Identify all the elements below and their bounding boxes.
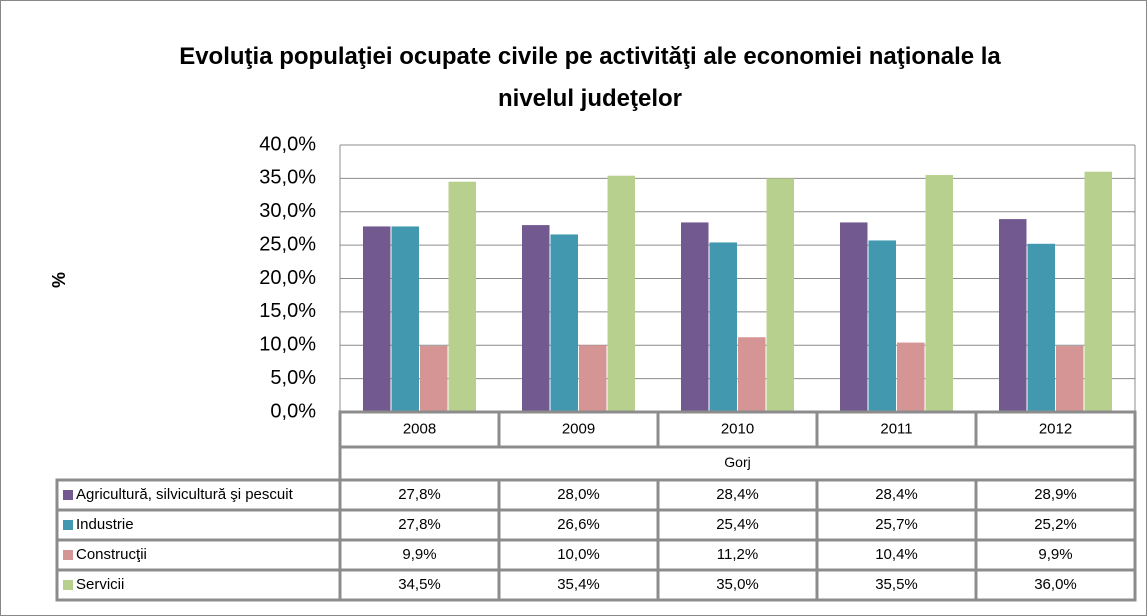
bar bbox=[579, 345, 607, 412]
value-label: 10,0% bbox=[557, 546, 600, 563]
legend-label: Agricultură, silvicultură şi pescuit bbox=[76, 486, 294, 503]
bar bbox=[766, 178, 794, 412]
value-label: 11,2% bbox=[717, 546, 758, 563]
value-label: 25,4% bbox=[716, 516, 759, 533]
value-label: 35,5% bbox=[875, 576, 918, 593]
value-label: 25,2% bbox=[1034, 516, 1077, 533]
bar bbox=[1027, 243, 1055, 412]
bar bbox=[607, 175, 635, 412]
bar bbox=[1084, 171, 1112, 412]
bar bbox=[925, 175, 953, 412]
bar bbox=[738, 337, 766, 412]
value-label: 35,4% bbox=[557, 576, 600, 593]
value-label: 9,9% bbox=[402, 546, 436, 563]
y-tick-label: 35,0% bbox=[259, 167, 316, 189]
x-tick-label: 2011 bbox=[880, 420, 912, 437]
legend-label: Industrie bbox=[76, 516, 134, 533]
y-tick-label: 20,0% bbox=[259, 267, 316, 289]
legend-swatch bbox=[63, 580, 73, 590]
legend-swatch bbox=[63, 520, 73, 530]
value-label: 28,0% bbox=[557, 486, 600, 503]
value-label: 10,4% bbox=[875, 546, 918, 563]
bar bbox=[999, 219, 1027, 412]
y-tick-label: 40,0% bbox=[259, 133, 316, 155]
bar bbox=[897, 342, 925, 412]
value-label: 27,8% bbox=[398, 486, 441, 503]
value-label: 28,4% bbox=[875, 486, 918, 503]
value-label: 28,9% bbox=[1034, 486, 1077, 503]
value-label: 27,8% bbox=[398, 516, 441, 533]
group-label: Gorj bbox=[724, 454, 750, 470]
value-label: 28,4% bbox=[716, 486, 759, 503]
value-label: 34,5% bbox=[398, 576, 441, 593]
value-label: 35,0% bbox=[716, 576, 759, 593]
bar bbox=[840, 222, 868, 412]
x-tick-label: 2010 bbox=[721, 420, 754, 437]
legend-label: Construcţii bbox=[76, 546, 147, 563]
x-tick-label: 2009 bbox=[562, 420, 595, 437]
legend-swatch bbox=[63, 550, 73, 560]
value-label: 9,9% bbox=[1038, 546, 1072, 563]
table-cell bbox=[974, 568, 1137, 602]
x-tick-label: 2008 bbox=[403, 420, 436, 437]
value-label: 25,7% bbox=[875, 516, 918, 533]
bar bbox=[681, 222, 709, 412]
y-tick-label: 30,0% bbox=[259, 200, 316, 222]
legend-label: Servicii bbox=[76, 576, 124, 593]
bar bbox=[868, 240, 896, 412]
y-tick-label: 5,0% bbox=[270, 367, 316, 389]
bar bbox=[709, 242, 737, 412]
bar bbox=[363, 226, 391, 412]
bar bbox=[448, 181, 476, 412]
chart-title: Evoluţia populaţiei ocupate civile pe ac… bbox=[179, 43, 1001, 112]
y-tick-label: 25,0% bbox=[259, 233, 316, 255]
y-tick-label: 10,0% bbox=[259, 334, 316, 356]
y-axis-label: % bbox=[49, 272, 69, 288]
legend-swatch bbox=[63, 490, 73, 500]
value-label: 26,6% bbox=[557, 516, 600, 533]
y-tick-label: 15,0% bbox=[259, 300, 316, 322]
x-tick-label: 2012 bbox=[1039, 420, 1072, 437]
bar bbox=[420, 345, 448, 412]
bar bbox=[550, 234, 578, 412]
y-tick-label: 0,0% bbox=[270, 400, 316, 422]
bar bbox=[391, 226, 419, 412]
value-label: 36,0% bbox=[1034, 576, 1077, 593]
bar bbox=[1056, 345, 1084, 412]
bar bbox=[522, 225, 550, 412]
